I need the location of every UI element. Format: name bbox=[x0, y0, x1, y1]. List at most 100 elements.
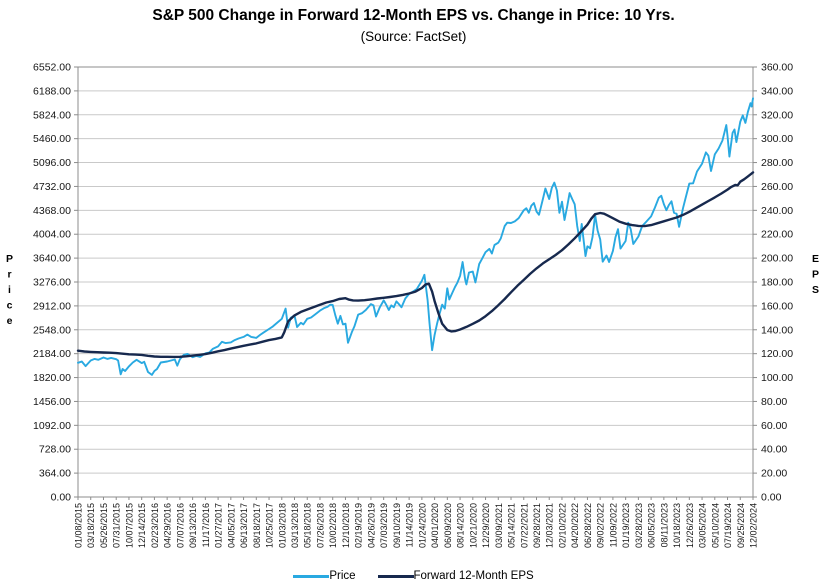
left-axis-tick-label: 728.00 bbox=[39, 444, 71, 456]
x-axis-tick-label: 06/09/2020 bbox=[443, 503, 453, 548]
x-axis-tick-label: 03/09/2021 bbox=[494, 503, 504, 548]
x-axis-tick-label: 10/02/2018 bbox=[328, 503, 338, 548]
x-axis-tick-label: 01/03/2018 bbox=[277, 503, 287, 548]
price-line-icon bbox=[293, 574, 330, 578]
price-series-line bbox=[77, 97, 754, 376]
right-axis-tick-label: 40.00 bbox=[761, 444, 787, 456]
x-axis-tick-label: 11/17/2016 bbox=[201, 503, 211, 547]
left-axis-tick-label: 0.00 bbox=[51, 492, 72, 504]
x-axis-tick-label: 01/24/2020 bbox=[417, 503, 427, 548]
left-axis-tick-label: 1820.00 bbox=[33, 372, 71, 384]
x-axis-tick-label: 07/31/2015 bbox=[112, 503, 122, 548]
eps-line-icon bbox=[377, 574, 414, 578]
left-axis-tick-label: 2184.00 bbox=[33, 348, 71, 360]
x-axis-tick-label: 08/11/2023 bbox=[659, 503, 669, 547]
left-axis-tick-label: 3640.00 bbox=[33, 253, 71, 265]
x-axis-tick-label: 10/07/2015 bbox=[124, 503, 134, 548]
x-axis-tick-label: 01/08/2015 bbox=[74, 503, 84, 548]
left-axis-tick-label: 364.00 bbox=[39, 468, 71, 480]
x-axis-tick-label: 11/14/2019 bbox=[405, 503, 415, 547]
x-axis-tick-label: 05/10/2024 bbox=[710, 503, 720, 548]
x-axis-tick-label: 01/19/2023 bbox=[621, 503, 631, 548]
x-axis-tick-label: 09/02/2022 bbox=[596, 503, 606, 548]
right-axis-tick-label: 80.00 bbox=[761, 396, 787, 408]
right-axis-tick-label: 200.00 bbox=[761, 253, 793, 265]
x-axis-tick-label: 05/18/2018 bbox=[303, 503, 313, 548]
right-axis-tick-label: 20.00 bbox=[761, 468, 787, 480]
x-axis-tick-label: 02/19/2019 bbox=[354, 503, 364, 548]
x-axis-tick-label: 12/03/2021 bbox=[545, 503, 555, 548]
right-axis-tick-label: 140.00 bbox=[761, 324, 793, 336]
x-axis-tick-label: 03/05/2024 bbox=[698, 503, 708, 548]
right-axis-tick-label: 120.00 bbox=[761, 348, 793, 360]
x-axis-tick-label: 07/26/2018 bbox=[315, 503, 325, 548]
left-axis-tick-label: 2548.00 bbox=[33, 324, 71, 336]
right-axis-title: EPS bbox=[809, 253, 822, 300]
right-axis-tick-label: 260.00 bbox=[761, 181, 793, 193]
left-axis-tick-label: 6552.00 bbox=[33, 62, 71, 74]
left-axis-tick-label: 4004.00 bbox=[33, 229, 71, 241]
x-axis-tick-label: 11/09/2022 bbox=[608, 503, 618, 547]
right-axis-tick-label: 280.00 bbox=[761, 157, 793, 169]
x-axis-tick-label: 04/29/2016 bbox=[163, 503, 173, 548]
left-axis-title: Price bbox=[3, 253, 16, 331]
left-axis-tick-label: 4732.00 bbox=[33, 181, 71, 193]
x-axis-tick-label: 06/05/2023 bbox=[647, 503, 657, 548]
x-axis-tick-label: 03/18/2015 bbox=[86, 503, 96, 548]
x-axis-tick-label: 02/10/2022 bbox=[557, 503, 567, 548]
right-axis-tick-label: 220.00 bbox=[761, 229, 793, 241]
chart-title: S&P 500 Change in Forward 12-Month EPS v… bbox=[152, 7, 675, 24]
x-axis-tick-label: 08/14/2020 bbox=[456, 503, 466, 548]
x-axis-tick-label: 03/13/2018 bbox=[290, 503, 300, 548]
x-axis-tick-label: 01/27/2017 bbox=[214, 503, 224, 548]
right-axis-tick-label: 180.00 bbox=[761, 277, 793, 289]
x-axis-tick-label: 12/26/2023 bbox=[685, 503, 695, 548]
x-axis-tick-label: 03/28/2023 bbox=[634, 503, 644, 548]
right-axis-tick-label: 320.00 bbox=[761, 109, 793, 121]
right-axis-tick-label: 340.00 bbox=[761, 85, 793, 97]
legend-item-price: Price bbox=[293, 570, 356, 582]
right-axis-tick-label: 300.00 bbox=[761, 133, 793, 145]
right-axis-tick-label: 160.00 bbox=[761, 300, 793, 312]
left-axis-tick-label: 5096.00 bbox=[33, 157, 71, 169]
left-axis-tick-label: 4368.00 bbox=[33, 205, 71, 217]
right-axis-tick-label: 360.00 bbox=[761, 62, 793, 74]
right-axis-tick-label: 240.00 bbox=[761, 205, 793, 217]
chart-subtitle: (Source: FactSet) bbox=[360, 29, 467, 44]
right-axis-tick-label: 100.00 bbox=[761, 372, 793, 384]
x-axis-tick-label: 07/22/2021 bbox=[519, 503, 529, 548]
x-axis-tick-label: 12/14/2015 bbox=[137, 503, 147, 548]
plot-border bbox=[77, 66, 754, 498]
x-axis-tick-label: 10/25/2017 bbox=[265, 503, 275, 548]
left-axis-tick-label: 2912.00 bbox=[33, 300, 71, 312]
left-axis-tick-label: 6188.00 bbox=[33, 85, 71, 97]
x-axis-tick-label: 07/07/2016 bbox=[175, 503, 185, 548]
x-axis-tick-label: 09/25/2024 bbox=[736, 503, 746, 548]
x-axis-tick-label: 09/28/2021 bbox=[532, 503, 542, 548]
x-axis-tick-label: 09/10/2019 bbox=[392, 503, 402, 548]
x-axis-tick-label: 07/19/2024 bbox=[723, 503, 733, 548]
right-axis-tick-label: 0.00 bbox=[761, 492, 782, 504]
x-axis-tick-label: 08/18/2017 bbox=[252, 503, 262, 548]
left-axis-tick-label: 1456.00 bbox=[33, 396, 71, 408]
chart-legend: Price Forward 12-Month EPS bbox=[0, 570, 827, 582]
x-axis-tick-label: 06/13/2017 bbox=[239, 503, 249, 548]
right-axis-tick-label: 60.00 bbox=[761, 420, 787, 432]
legend-label-eps: Forward 12-Month EPS bbox=[413, 570, 534, 582]
x-axis-tick-label: 04/20/2022 bbox=[570, 503, 580, 548]
x-axis-tick-label: 05/26/2015 bbox=[99, 503, 109, 548]
left-axis-tick-label: 5824.00 bbox=[33, 109, 71, 121]
x-axis-tick-label: 10/21/2020 bbox=[468, 503, 478, 548]
x-axis-tick-label: 07/03/2019 bbox=[379, 503, 389, 548]
x-axis-tick-label: 06/28/2022 bbox=[583, 503, 593, 548]
x-axis-tick-label: 12/02/2024 bbox=[749, 503, 759, 548]
x-axis-tick-label: 12/10/2018 bbox=[341, 503, 351, 548]
left-axis-tick-label: 5460.00 bbox=[33, 133, 71, 145]
x-axis-tick-label: 09/13/2016 bbox=[188, 503, 198, 548]
x-axis-tick-label: 12/29/2020 bbox=[481, 503, 491, 548]
x-axis-tick-label: 04/26/2019 bbox=[366, 503, 376, 548]
legend-item-eps: Forward 12-Month EPS bbox=[377, 570, 534, 582]
left-axis-tick-label: 3276.00 bbox=[33, 277, 71, 289]
